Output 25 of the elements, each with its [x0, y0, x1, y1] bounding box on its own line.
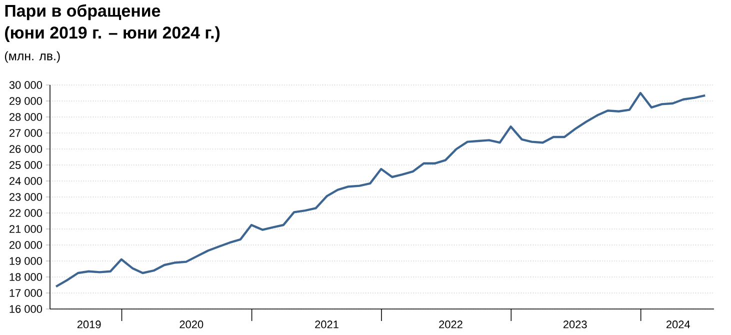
x-tick-label: 2019 — [77, 320, 101, 328]
y-tick-label: 22 000 — [10, 209, 42, 217]
x-tick-label: 2021 — [315, 320, 338, 328]
text: (млн. лв.) — [4, 51, 60, 63]
y-tick-label: 18 000 — [10, 273, 42, 281]
y-tick-label: 17 000 — [10, 289, 42, 297]
y-tick-label: 16 000 — [10, 305, 42, 313]
y-tick-label: 23 000 — [10, 193, 42, 201]
chart-subtitle: (юни 2019 г. – юни 2024 г.) — [5, 26, 220, 42]
y-tick-label: 24 000 — [10, 177, 42, 185]
chart-title: Пари в обращение — [5, 4, 160, 20]
y-tick-label: 28 000 — [10, 113, 42, 121]
x-tick-label: 2022 — [439, 320, 462, 328]
y-tick-label: 27 000 — [10, 129, 42, 137]
y-tick-label: 29 000 — [10, 97, 42, 105]
x-tick-label: 2020 — [180, 320, 204, 328]
y-tick-label: 21 000 — [10, 225, 42, 233]
y-tick-label: 20 000 — [10, 241, 42, 249]
y-tick-label: 30 000 — [9, 81, 42, 89]
y-tick-label: 26 000 — [10, 145, 42, 153]
line-series — [54, 92, 706, 288]
x-tick-label: 2023 — [563, 320, 587, 328]
y-tick-label: 19 000 — [10, 257, 42, 265]
y-tick-label: 25 000 — [10, 161, 42, 169]
x-tick-label: 2024 — [666, 320, 690, 328]
